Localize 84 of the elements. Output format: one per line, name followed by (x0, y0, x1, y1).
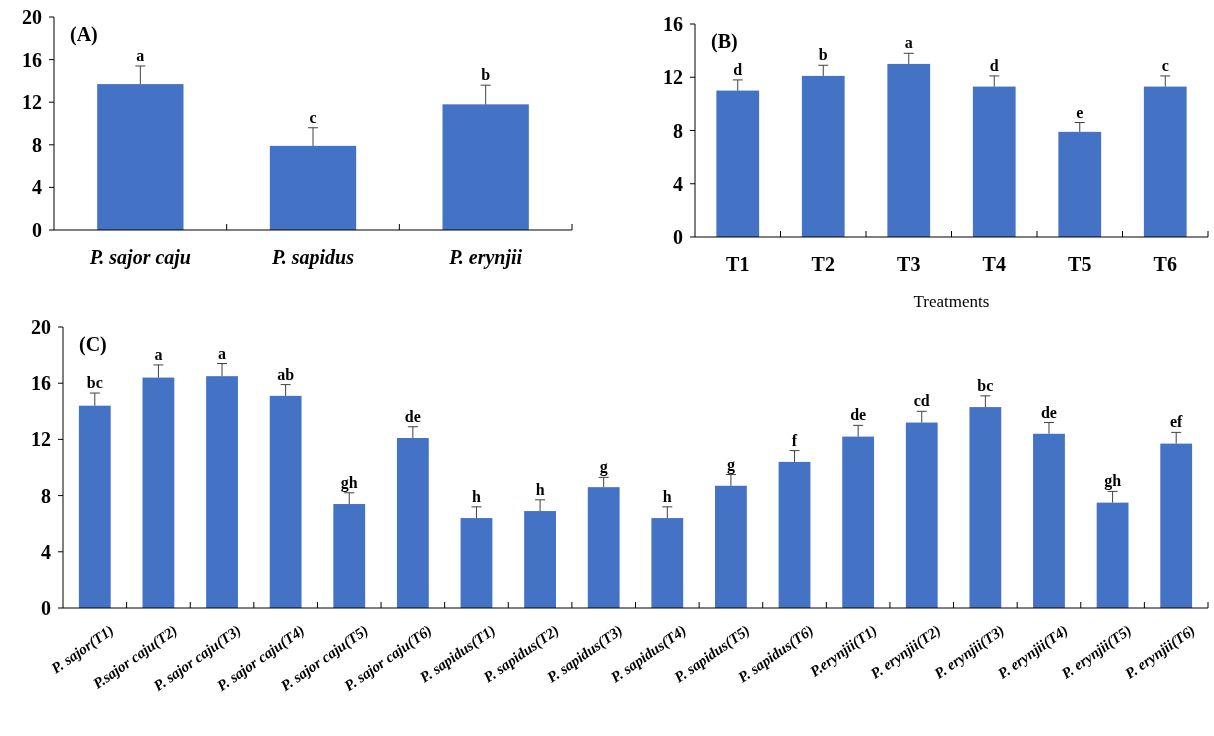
bar (1058, 131, 1102, 237)
bar (460, 518, 493, 608)
y-tick-label: 16 (31, 372, 51, 395)
x-tick-label: T4 (982, 253, 1006, 275)
y-tick-label: 0 (673, 226, 683, 248)
annotation: a (154, 345, 163, 363)
bar (78, 405, 111, 608)
bar (1033, 433, 1065, 608)
chart-title: (A) (70, 23, 98, 46)
bar (801, 75, 845, 237)
chart-title: (C) (79, 333, 107, 356)
bar (1096, 502, 1129, 608)
annotation: c (1161, 56, 1169, 74)
bar (442, 104, 529, 230)
y-tick-label: 20 (22, 6, 42, 28)
annotation: f (791, 431, 798, 449)
annotation: ab (277, 365, 295, 383)
annotation: gh (340, 473, 358, 492)
x-tick-label: T3 (897, 253, 921, 275)
bar (905, 422, 938, 608)
y-tick-label: 4 (32, 176, 42, 199)
bar (587, 487, 620, 608)
y-tick-label: 4 (41, 540, 51, 563)
bar (778, 461, 811, 608)
bar (842, 436, 875, 608)
y-tick-label: 16 (22, 48, 42, 71)
annotation: a (904, 34, 913, 52)
annotation: b (481, 66, 491, 84)
annotation: de (1040, 403, 1057, 421)
y-tick-label: 8 (32, 133, 42, 156)
bar (269, 395, 302, 608)
annotation: de (404, 407, 421, 425)
annotation: b (818, 46, 828, 64)
annotation: h (662, 487, 672, 505)
bar (97, 84, 184, 230)
bar (269, 145, 357, 230)
y-tick-label: 12 (663, 66, 683, 89)
annotation: ef (1169, 413, 1184, 431)
x-tick-label: P. sajor caju (88, 246, 191, 269)
y-tick-label: 4 (673, 172, 683, 195)
y-tick-label: 12 (31, 428, 51, 451)
annotation: bc (86, 374, 103, 392)
bar (972, 86, 1016, 237)
bar (651, 518, 684, 608)
y-tick-label: 12 (22, 91, 42, 114)
y-tick-label: 0 (41, 597, 51, 619)
bar (715, 485, 747, 608)
bar (887, 63, 931, 237)
y-tick-label: 16 (663, 13, 683, 35)
annotation: cd (913, 392, 930, 410)
chart-title: (B) (711, 30, 738, 53)
x-tick-label: T6 (1153, 253, 1177, 275)
annotation: a (218, 344, 227, 362)
bar (1143, 86, 1187, 237)
annotation: a (136, 46, 145, 64)
bar (206, 376, 238, 608)
annotation: e (1076, 103, 1084, 121)
annotation: de (850, 406, 867, 424)
annotation: c (309, 108, 317, 126)
annotation: bc (977, 376, 994, 394)
bar (524, 511, 556, 608)
y-tick-label: 8 (673, 119, 683, 142)
annotation: d (733, 60, 743, 78)
annotation: d (989, 56, 999, 74)
x-tick-label: P. sapidus (271, 246, 355, 269)
x-tick-label: T5 (1068, 253, 1092, 275)
bar (142, 377, 175, 608)
y-tick-label: 8 (41, 484, 51, 507)
annotation: h (535, 480, 545, 498)
x-tick-label: T1 (726, 253, 750, 275)
annotation: g (726, 455, 735, 474)
annotation: g (599, 458, 608, 477)
bar (1160, 443, 1193, 608)
annotation: gh (1104, 472, 1122, 491)
x-tick-label: T2 (811, 253, 835, 275)
y-tick-label: 0 (32, 219, 42, 241)
bar (716, 90, 760, 237)
y-tick-label: 20 (31, 316, 51, 338)
bar (333, 504, 366, 608)
bar (969, 407, 1002, 608)
x-tick-label: P. erynjii (448, 246, 523, 269)
x-axis-title: Treatments (913, 292, 990, 311)
annotation: h (472, 487, 482, 505)
bar (396, 438, 429, 608)
